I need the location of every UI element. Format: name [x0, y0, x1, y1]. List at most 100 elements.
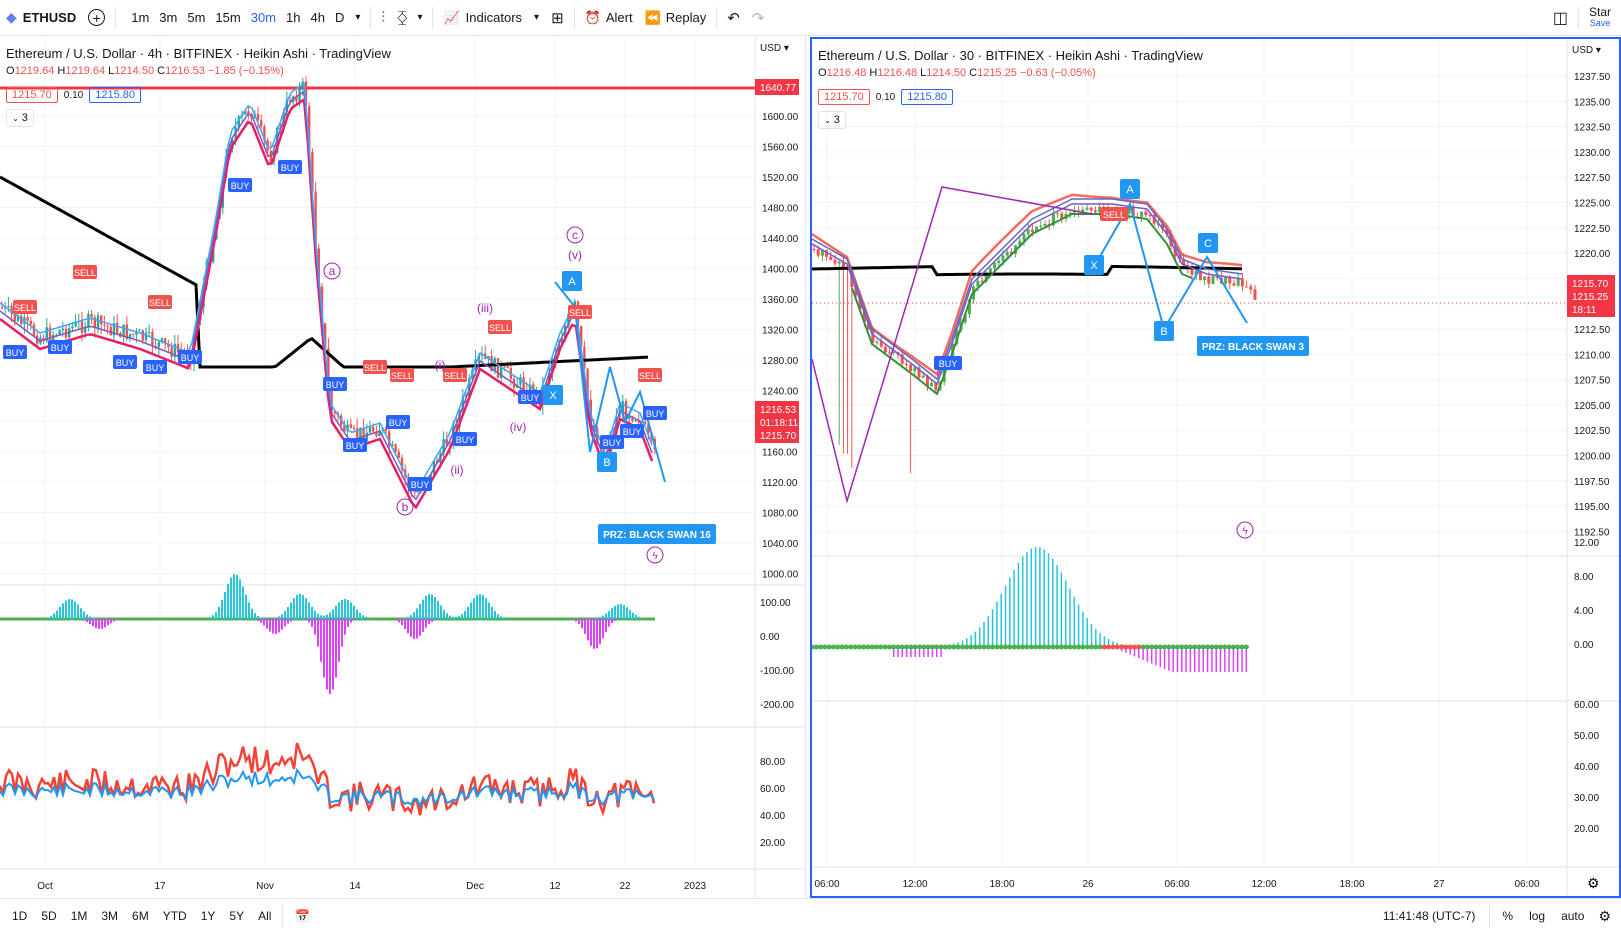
range-ytd[interactable]: YTD [156, 909, 194, 923]
chart-title: Ethereum / U.S. Dollar · 30 · BITFINEX ·… [818, 48, 1203, 63]
candle-body [1056, 213, 1059, 214]
interval-D[interactable]: D [330, 10, 349, 25]
time-tick: 12:00 [902, 879, 927, 890]
candle-body [158, 342, 160, 347]
osc-dot [956, 645, 961, 650]
candle-style-button[interactable]: ⧰ ▾ [391, 0, 428, 36]
sell-price-button[interactable]: 1215.70 [6, 87, 58, 103]
osc-dot [1076, 645, 1081, 650]
signal-label: SELL [74, 268, 96, 278]
time-tick: 26 [1082, 879, 1094, 890]
interval-1m[interactable]: 1m [126, 10, 154, 25]
settings-icon[interactable]: ⚙ [1592, 908, 1621, 925]
alert-label: Alert [606, 10, 633, 25]
indicator-collapse-button[interactable]: ⌄ 3 [6, 109, 34, 127]
osc-dot [994, 645, 999, 650]
osc-dot [1235, 645, 1240, 650]
osc-dot [1055, 645, 1060, 650]
low-value: 1214.50 [926, 67, 966, 79]
goto-date-icon[interactable]: 📅 [287, 909, 318, 923]
interval-4h[interactable]: 4h [305, 10, 329, 25]
divider [282, 905, 283, 927]
osc-dot [1042, 645, 1047, 650]
buy-price-button[interactable]: 1215.80 [89, 87, 141, 103]
percent-toggle[interactable]: % [1494, 909, 1521, 923]
undo-button[interactable]: ↶ [721, 0, 746, 36]
clock[interactable]: 11:41:48 (UTC-7) [1373, 909, 1485, 923]
osc-dot [951, 645, 956, 650]
osc-dot [840, 645, 845, 650]
price-tick: 1000.00 [762, 570, 799, 581]
interval-3m[interactable]: 3m [154, 10, 182, 25]
candle-body [1224, 277, 1227, 283]
indicators-button[interactable]: 📈 Indicators ▾ [437, 0, 545, 36]
log-toggle[interactable]: log [1521, 909, 1553, 923]
candles-icon: ⧰ [397, 9, 407, 26]
range-5d[interactable]: 5D [34, 909, 63, 923]
signal-label: BUY [116, 358, 135, 368]
range-all[interactable]: All [251, 909, 278, 923]
interval-5m[interactable]: 5m [182, 10, 210, 25]
range-1y[interactable]: 1Y [194, 909, 223, 923]
layouts-button[interactable]: ⊞ [545, 0, 570, 36]
range-5y[interactable]: 5Y [222, 909, 251, 923]
osc-dot [960, 645, 965, 650]
osc-dot [1205, 645, 1210, 650]
range-3m[interactable]: 3M [94, 909, 125, 923]
candle-body [997, 261, 1000, 263]
interval-30m[interactable]: 30m [246, 10, 281, 25]
chart-canvas-right[interactable]: A X B C SELL BUY PRZ: BLACK SWAN 3 ϟ USD ▾ 1237.5… [812, 39, 1619, 896]
symbol-search[interactable]: ◆ ETHUSD [0, 0, 82, 36]
star-label: Star [1589, 7, 1611, 18]
interval-15m[interactable]: 15m [210, 10, 245, 25]
indicator-collapse-button[interactable]: ⌄ 3 [818, 111, 846, 129]
osc-dot [822, 645, 827, 650]
redo-button[interactable]: ↷ [746, 0, 771, 36]
price-tick: 1232.50 [1574, 123, 1611, 134]
candle-body [90, 314, 92, 317]
osc-dot [977, 645, 982, 650]
signal-label: BUY [456, 435, 475, 445]
price-tick: 1480.00 [762, 204, 799, 215]
last-price: 1215.70 [1572, 279, 1609, 290]
price-tick: 1120.00 [762, 478, 798, 489]
pattern-point-label: A [568, 276, 576, 288]
candle-body [876, 342, 879, 343]
sell-price-button[interactable]: 1215.70 [818, 89, 870, 105]
ema-fast-line [0, 100, 652, 508]
chart-pane-right[interactable]: A X B C SELL BUY PRZ: BLACK SWAN 3 ϟ USD ▾ 1237.5… [810, 37, 1621, 898]
price-tick: 1222.50 [1574, 224, 1611, 235]
auto-toggle[interactable]: auto [1553, 909, 1592, 923]
candle-body [989, 268, 992, 272]
layout-toggle-button[interactable]: ◫ [1547, 0, 1574, 36]
osc-dot [1115, 645, 1120, 650]
chart-pane-left[interactable]: SELL SELL SELL SELL SELL SELL SELL SELL SELL BUY B… [0, 37, 806, 898]
osc-dot [1192, 645, 1197, 650]
range-6m[interactable]: 6M [125, 909, 156, 923]
replay-button[interactable]: ⏪ Replay [639, 0, 713, 36]
price-tick: 1160.00 [762, 448, 798, 459]
buy-price-button[interactable]: 1215.80 [901, 89, 953, 105]
osc-tick: -200.00 [760, 700, 794, 711]
chevron-down-icon[interactable]: ▾ [355, 12, 360, 23]
osc-dot [908, 645, 913, 650]
compare-button[interactable]: + [82, 0, 111, 36]
pattern-point-label: C [1204, 238, 1212, 250]
bar-style-button[interactable]: ⫶ [375, 0, 391, 36]
interval-1h[interactable]: 1h [281, 10, 305, 25]
range-1d[interactable]: 1D [5, 909, 34, 923]
time-tick: Dec [466, 881, 484, 892]
osc-dot [1119, 645, 1124, 650]
chevron-down-icon: ▾ [534, 12, 539, 23]
osc-dot [1063, 645, 1068, 650]
alert-button[interactable]: ⏰ Alert [579, 0, 639, 36]
osc-dot [896, 645, 901, 650]
price-tick: 1240.00 [762, 387, 799, 398]
save-layout-button[interactable]: Star Save [1583, 0, 1621, 36]
osc-dot [973, 645, 978, 650]
change-value: −1.85 (−0.15%) [208, 65, 284, 77]
spread-value: 0.10 [58, 90, 89, 101]
price-tick: 1320.00 [762, 326, 799, 337]
range-1m[interactable]: 1M [64, 909, 95, 923]
